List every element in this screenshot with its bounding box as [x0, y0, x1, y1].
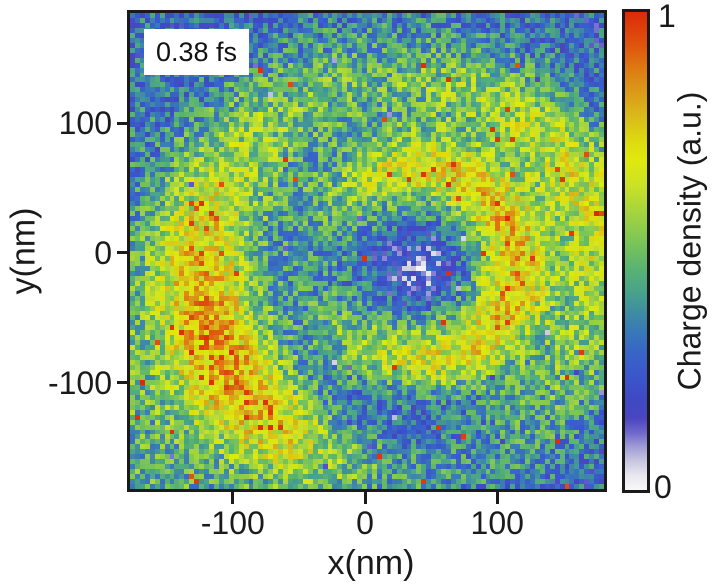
x-tick-mark [231, 492, 235, 504]
x-tick-mark [363, 492, 367, 504]
colorbar-min-label: 0 [654, 469, 672, 505]
plot-area: 0.38 fs [127, 10, 607, 492]
colorbar-max-label: 1 [658, 0, 676, 34]
y-tick-label: 0 [94, 234, 112, 271]
x-axis-label: x(nm) [327, 544, 415, 582]
colorbar-gradient [625, 12, 647, 490]
x-tick-mark [495, 492, 499, 504]
y-tick-mark [117, 121, 127, 125]
y-tick-mark [117, 251, 127, 255]
x-tick-label: -100 [200, 505, 265, 541]
x-tick-label: 0 [356, 505, 374, 541]
colorbar [622, 9, 650, 493]
heatmap-canvas [130, 13, 604, 489]
y-tick-mark [117, 381, 127, 385]
y-tick-label: -100 [47, 364, 112, 401]
x-tick-label: 100 [470, 505, 524, 541]
y-tick-label: 100 [58, 105, 112, 142]
colorbar-axis-label: Charge density (a.u.) [671, 91, 708, 391]
time-annotation: 0.38 fs [144, 29, 250, 76]
